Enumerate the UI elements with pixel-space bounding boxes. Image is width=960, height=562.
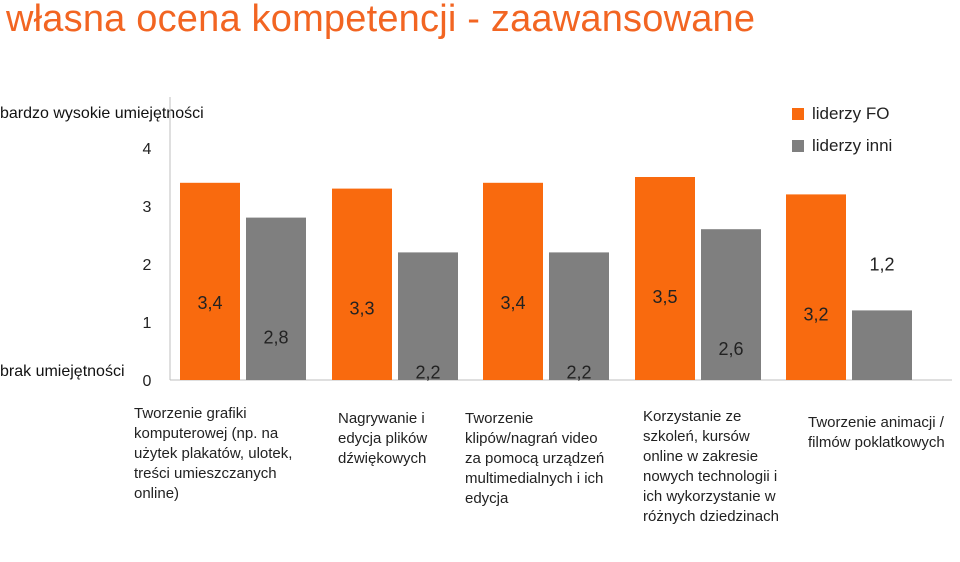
bar-liderzy-fo — [180, 182, 240, 380]
data-label: 2,2 — [415, 362, 440, 382]
legend: liderzy FO liderzy inni — [792, 104, 892, 168]
legend-swatch-orange — [792, 108, 804, 120]
category-label-3: Tworzenie klipów/nagrań video za pomocą … — [465, 410, 605, 507]
category-label-2: Nagrywanie i edycja plików dźwiękowych — [338, 410, 428, 467]
bar-liderzy-inni — [852, 310, 912, 380]
data-label: 1,2 — [869, 254, 894, 274]
y-tick-label: 3 — [143, 199, 152, 216]
y-tick-label: 0 — [143, 373, 152, 390]
bar-liderzy-inni — [398, 252, 458, 380]
data-label: 3,4 — [500, 293, 525, 313]
bar-liderzy-inni — [246, 217, 306, 380]
data-label: 3,5 — [652, 287, 677, 307]
category-label-4: Korzystanie ze szkoleń, kursów online w … — [643, 408, 779, 525]
legend-swatch-gray — [792, 140, 804, 152]
data-label: 3,3 — [349, 299, 374, 319]
category-label-5: Tworzenie animacji / filmów poklatkowych — [808, 414, 945, 451]
bar-liderzy-fo — [635, 177, 695, 380]
y-tick-label: 2 — [143, 257, 152, 274]
y-tick-label: 4 — [143, 141, 152, 158]
data-label: 2,2 — [566, 362, 591, 382]
scale-label-top: bardzo wysokie umiejętności — [0, 105, 204, 122]
data-label: 2,6 — [718, 339, 743, 359]
legend-label: liderzy inni — [812, 136, 893, 155]
bar-liderzy-fo — [786, 194, 846, 380]
legend-item-liderzy-inni: liderzy inni — [792, 136, 892, 156]
bar-liderzy-fo — [332, 188, 392, 380]
scale-label-bottom: brak umiejętności — [0, 363, 125, 380]
legend-label: liderzy FO — [812, 104, 890, 123]
data-label: 3,2 — [803, 304, 828, 324]
bar-liderzy-inni — [549, 252, 609, 380]
y-tick-label: 1 — [143, 315, 152, 332]
category-label-1: Tworzenie grafiki komputerowej (np. na u… — [134, 405, 293, 502]
data-label: 3,4 — [197, 293, 222, 313]
bar-liderzy-inni — [701, 229, 761, 380]
bar-liderzy-fo — [483, 182, 543, 380]
legend-item-liderzy-fo: liderzy FO — [792, 104, 892, 124]
data-label: 2,8 — [263, 328, 288, 348]
page-title: własna ocena kompetencji - zaawansowane — [6, 0, 756, 40]
